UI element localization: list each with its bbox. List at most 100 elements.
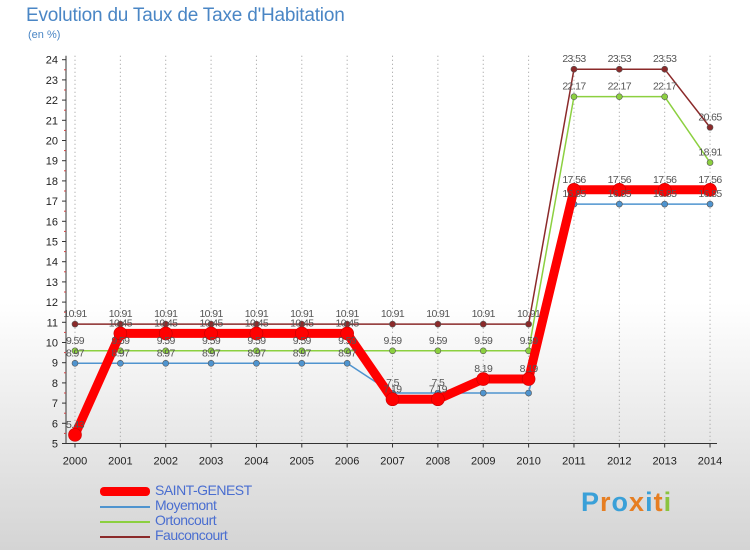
- data-label-3-2008: 10.91: [426, 308, 450, 320]
- x-tick-label-2009: 2009: [471, 456, 495, 468]
- data-label-3-2005: 10.91: [290, 308, 314, 320]
- logo-letter-0: P: [581, 487, 601, 517]
- point-3-2012: [616, 65, 623, 73]
- data-label-2-2001: 9.59: [111, 335, 130, 347]
- point-1-2004: [253, 360, 260, 367]
- data-label-2-2009: 9.59: [474, 335, 493, 347]
- point-0-2012: [612, 182, 627, 197]
- point-0-2013: [657, 182, 672, 197]
- data-label-1-2012: 16.85: [608, 188, 632, 200]
- x-tick-label-2000: 2000: [63, 456, 87, 468]
- point-1-2005: [298, 360, 306, 367]
- point-1-2013: [661, 200, 668, 208]
- data-label-2-2011: 22.17: [562, 81, 586, 93]
- point-0-2000: [68, 428, 82, 442]
- x-tick-label-2013: 2013: [652, 456, 676, 468]
- data-label-2-2003: 9.59: [202, 335, 221, 347]
- point-2-2009: [479, 347, 487, 355]
- series-1: [71, 200, 714, 397]
- data-label-0-2005: 10.45: [290, 317, 314, 329]
- legend-swatch-0: [100, 487, 150, 496]
- point-3-2007: [389, 320, 396, 328]
- data-label-1-2007: 7.5: [386, 377, 400, 389]
- point-3-2000: [71, 320, 79, 328]
- data-label-1-2008: 7.5: [431, 377, 445, 389]
- data-label-2-2012: 22.17: [608, 81, 632, 93]
- data-label-3-2011: 23.53: [562, 53, 586, 65]
- y-tick-label-15: 15: [46, 237, 58, 249]
- x-tick-label-2001: 2001: [108, 456, 132, 468]
- data-label-3-2002: 10.91: [154, 308, 178, 320]
- point-0-2006: [340, 326, 354, 341]
- y-tick-label-14: 14: [46, 257, 58, 269]
- data-label-0-2003: 10.45: [199, 317, 223, 329]
- data-label-2-2008: 9.59: [429, 335, 448, 347]
- y-tick-label-19: 19: [46, 156, 58, 168]
- legend-swatch-3: [100, 536, 150, 538]
- y-tick-label-6: 6: [52, 418, 58, 430]
- y-tick-label-12: 12: [46, 297, 58, 309]
- point-0-2007: [385, 392, 400, 407]
- point-2-2004: [253, 347, 260, 355]
- y-tick-label-17: 17: [46, 196, 58, 208]
- data-label-0-2014: 17.56: [698, 174, 722, 186]
- data-label-2-2006: 9.59: [338, 335, 357, 347]
- point-3-2013: [661, 65, 668, 73]
- data-label-0-2012: 17.56: [608, 174, 632, 186]
- point-0-2004: [249, 326, 264, 341]
- point-2-2002: [162, 347, 170, 355]
- data-label-3-2014: 20.65: [698, 111, 722, 123]
- x-tick-label-2012: 2012: [607, 456, 631, 468]
- legend-label-2: Ortoncourt: [155, 512, 217, 528]
- x-tick-label-2011: 2011: [562, 456, 586, 468]
- logo-letter-2: o: [611, 487, 630, 517]
- data-label-1-2003: 8.97: [202, 347, 221, 359]
- data-label-3-2004: 10.91: [245, 308, 269, 320]
- point-3-2009: [479, 320, 487, 328]
- point-1-2001: [117, 360, 124, 367]
- logo-letter-1: r: [600, 487, 612, 517]
- point-2-2007: [389, 347, 396, 355]
- point-1-2012: [616, 200, 623, 208]
- point-1-2000: [71, 360, 79, 367]
- x-tick-label-2007: 2007: [380, 456, 404, 468]
- series-0: [68, 182, 717, 442]
- data-label-0-2011: 17.56: [562, 174, 586, 186]
- data-label-0-2000: 5.43: [66, 419, 85, 431]
- point-3-2014: [706, 124, 714, 131]
- data-label-3-2000: 10.91: [63, 308, 87, 320]
- point-1-2009: [479, 389, 487, 397]
- chart-subtitle: (en %): [28, 29, 61, 41]
- x-tick-label-2004: 2004: [244, 456, 268, 468]
- point-2-2005: [298, 347, 306, 355]
- data-label-0-2004: 10.45: [245, 317, 269, 329]
- data-label-1-2001: 8.97: [111, 347, 130, 359]
- y-tick-label-9: 9: [52, 358, 58, 370]
- data-label-3-2010: 10.91: [517, 308, 541, 320]
- data-label-3-2009: 10.91: [472, 308, 496, 320]
- x-tick-label-2006: 2006: [335, 456, 359, 468]
- data-label-1-2004: 8.97: [247, 347, 266, 359]
- y-tick-label-10: 10: [46, 338, 58, 350]
- data-label-0-2007: 7.19: [383, 383, 402, 395]
- point-0-2008: [431, 392, 445, 407]
- data-label-1-2011: 16.85: [562, 188, 586, 200]
- point-0-2005: [294, 326, 309, 341]
- y-tick-label-7: 7: [52, 398, 58, 410]
- data-label-3-2007: 10.91: [381, 308, 405, 320]
- y-tick-label-8: 8: [52, 378, 58, 390]
- y-tick-label-18: 18: [46, 176, 58, 188]
- point-0-2014: [703, 182, 717, 197]
- x-tick-label-2005: 2005: [290, 456, 314, 468]
- y-tick-label-23: 23: [46, 75, 58, 87]
- y-tick-label-24: 24: [46, 55, 58, 67]
- y-tick-label-5: 5: [52, 439, 58, 451]
- chart-title: Evolution du Taux de Taxe d'Habitation: [26, 5, 345, 26]
- logo-letter-4: i: [645, 487, 654, 517]
- logo-letter-6: i: [663, 487, 673, 517]
- x-tick-label-2010: 2010: [516, 456, 540, 468]
- data-label-2-2014: 18.91: [698, 147, 722, 159]
- x-tick-label-2008: 2008: [426, 456, 450, 468]
- y-tick-label-22: 22: [46, 95, 58, 107]
